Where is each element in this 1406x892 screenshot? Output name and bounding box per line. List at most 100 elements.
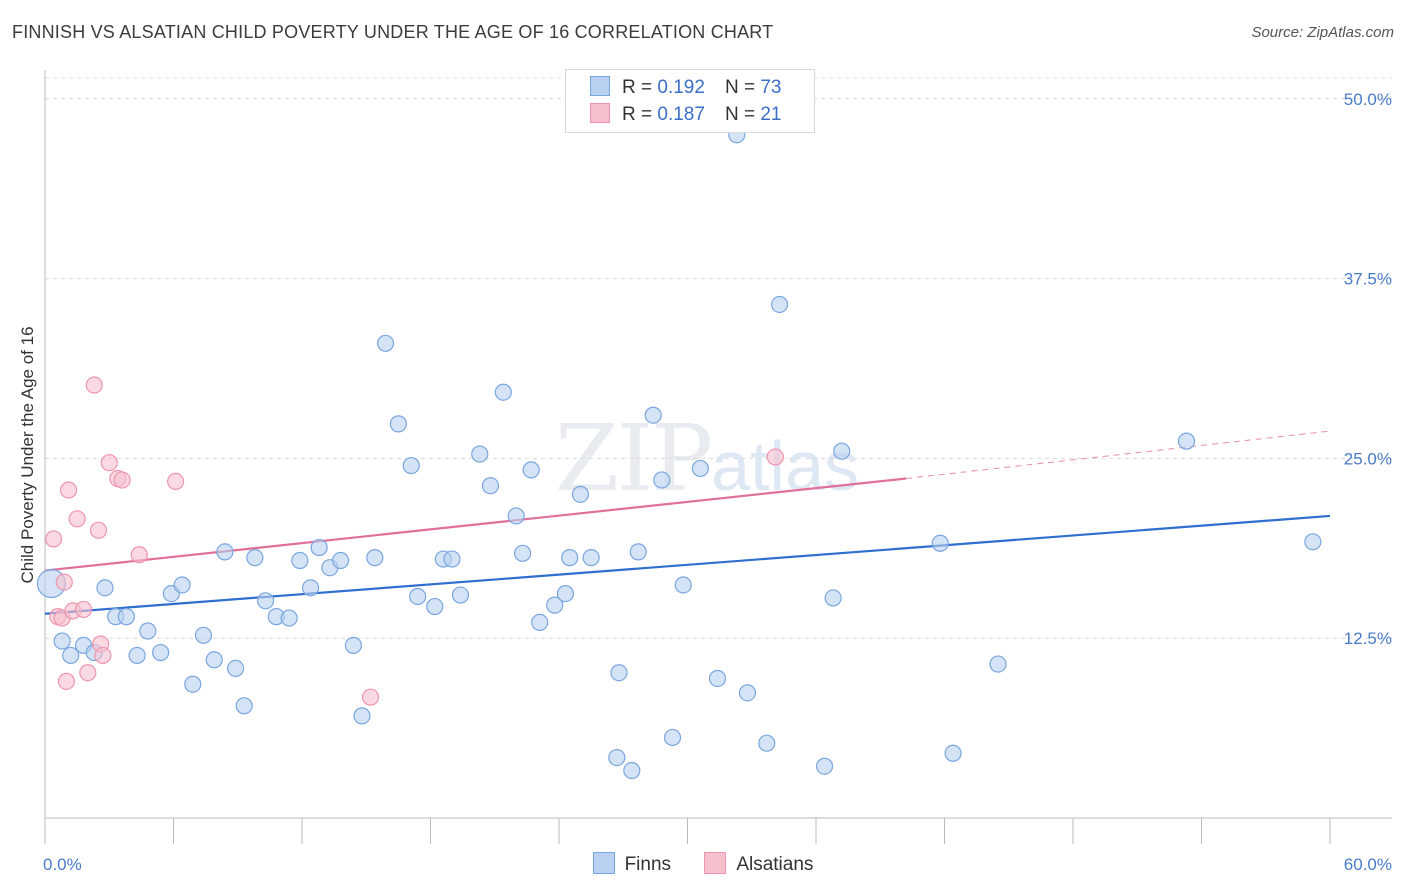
finns-point <box>513 544 532 562</box>
finns-point <box>246 549 264 567</box>
finns-point <box>989 655 1007 673</box>
alsatians-legend-swatch <box>704 852 727 874</box>
alsatians-point <box>100 454 118 472</box>
finns-trend-line <box>44 514 1331 615</box>
y-axis-title: Child Poverty Under the Age of 16 <box>18 326 37 583</box>
correlation-legend: R = 0.192 N = 73 R = 0.187 N = 21 <box>565 69 815 133</box>
finns-point <box>291 551 309 570</box>
finns-n-value: 73 <box>760 77 782 98</box>
axes <box>44 70 1392 844</box>
alsatians-r-label: R = <box>622 104 653 125</box>
finns-point <box>280 609 298 627</box>
alsatians-n-label: N = <box>724 104 756 125</box>
x-tick-label: 0.0% <box>43 855 82 874</box>
alsatians-point <box>85 376 103 394</box>
finns-point <box>608 748 626 767</box>
finns-legend-label: Finns <box>624 854 672 875</box>
finns-point <box>409 587 427 606</box>
finns-point <box>389 415 407 433</box>
alsatians-point <box>59 481 78 499</box>
alsatians-r-value: 0.187 <box>657 104 705 125</box>
finns-point <box>471 445 489 463</box>
finns-point <box>366 549 384 567</box>
finns-point <box>301 579 320 597</box>
alsatians-swatch <box>590 103 610 123</box>
finns-point <box>481 477 500 495</box>
x-tick-label: 60.0% <box>1344 855 1392 874</box>
finns-point <box>522 461 540 479</box>
finns-point <box>815 757 834 775</box>
finns-point <box>561 549 579 567</box>
finns-point <box>426 597 444 616</box>
finns-point <box>663 728 682 747</box>
finns-point <box>758 734 776 752</box>
finns-point <box>531 613 549 631</box>
y-tick-label: 37.5% <box>1344 270 1392 289</box>
alsatians-n-value: 21 <box>760 104 782 125</box>
finns-point <box>344 636 362 654</box>
finns-point <box>353 707 371 725</box>
finns-point <box>629 543 647 561</box>
finns-point <box>1304 533 1322 551</box>
finns-point <box>691 459 709 478</box>
alsatians-point <box>130 546 148 564</box>
finns-point <box>931 534 949 552</box>
series-legend: Finns Alsatians <box>0 852 1406 876</box>
alsatians-legend-label: Alsatians <box>736 854 814 875</box>
finns-point <box>833 442 851 460</box>
finns-r-label: R = <box>622 77 653 98</box>
legend-row-finns: R = 0.192 N = 73 <box>590 76 781 100</box>
chart-title: FINNISH VS ALSATIAN CHILD POVERTY UNDER … <box>12 22 774 42</box>
legend-item-alsatians[interactable]: Alsatians <box>704 852 813 876</box>
finns-point <box>546 596 564 614</box>
finns-point <box>53 632 71 650</box>
finns-point <box>674 576 692 594</box>
alsatians-point <box>113 471 131 489</box>
finns-point <box>331 551 350 570</box>
finns-point <box>310 538 328 557</box>
finns-point <box>194 626 213 644</box>
finns-legend-swatch <box>592 852 615 874</box>
data-points <box>36 126 1322 780</box>
alsatians-point <box>361 688 380 706</box>
alsatians-point <box>766 448 784 466</box>
finns-point <box>443 550 461 568</box>
finns-point <box>556 584 575 603</box>
alsatians-point <box>74 600 93 619</box>
alsatians-point <box>55 573 73 591</box>
finns-point <box>216 543 234 561</box>
legend-item-finns[interactable]: Finns <box>592 852 672 876</box>
finns-point <box>205 651 223 669</box>
finns-point <box>402 456 420 475</box>
finns-n-label: N = <box>724 77 756 98</box>
finns-point <box>738 684 757 702</box>
finns-point <box>1177 432 1196 450</box>
finns-point <box>152 643 170 662</box>
alsatians-trend-extension <box>905 430 1331 480</box>
finns-point <box>582 549 600 567</box>
finns-point <box>173 576 191 594</box>
alsatians-point <box>68 510 86 528</box>
finns-point <box>610 664 628 682</box>
finns-point <box>644 406 662 424</box>
y-tick-label: 12.5% <box>1344 629 1392 648</box>
alsatians-point <box>79 664 97 682</box>
finns-point <box>494 383 512 401</box>
finns-point <box>451 586 470 604</box>
finns-point <box>96 579 114 597</box>
finns-point <box>944 744 962 762</box>
alsatians-trend-line <box>44 477 907 572</box>
alsatians-point <box>167 472 185 490</box>
source-label: Source: ZipAtlas.com <box>1251 24 1394 41</box>
y-tick-label: 25.0% <box>1344 449 1392 468</box>
finns-point <box>184 675 202 693</box>
tick-labels: 12.5% 25.0% 37.5% 50.0% 0.0% 60.0% Child Pover… <box>18 90 1392 874</box>
finns-point <box>128 646 146 665</box>
finns-swatch <box>590 76 610 96</box>
finns-point <box>235 697 253 715</box>
finns-point <box>623 761 641 780</box>
legend-row-alsatians: R = 0.187 N = 21 <box>590 103 781 127</box>
alsatians-point <box>44 530 63 548</box>
finns-point <box>139 622 157 640</box>
